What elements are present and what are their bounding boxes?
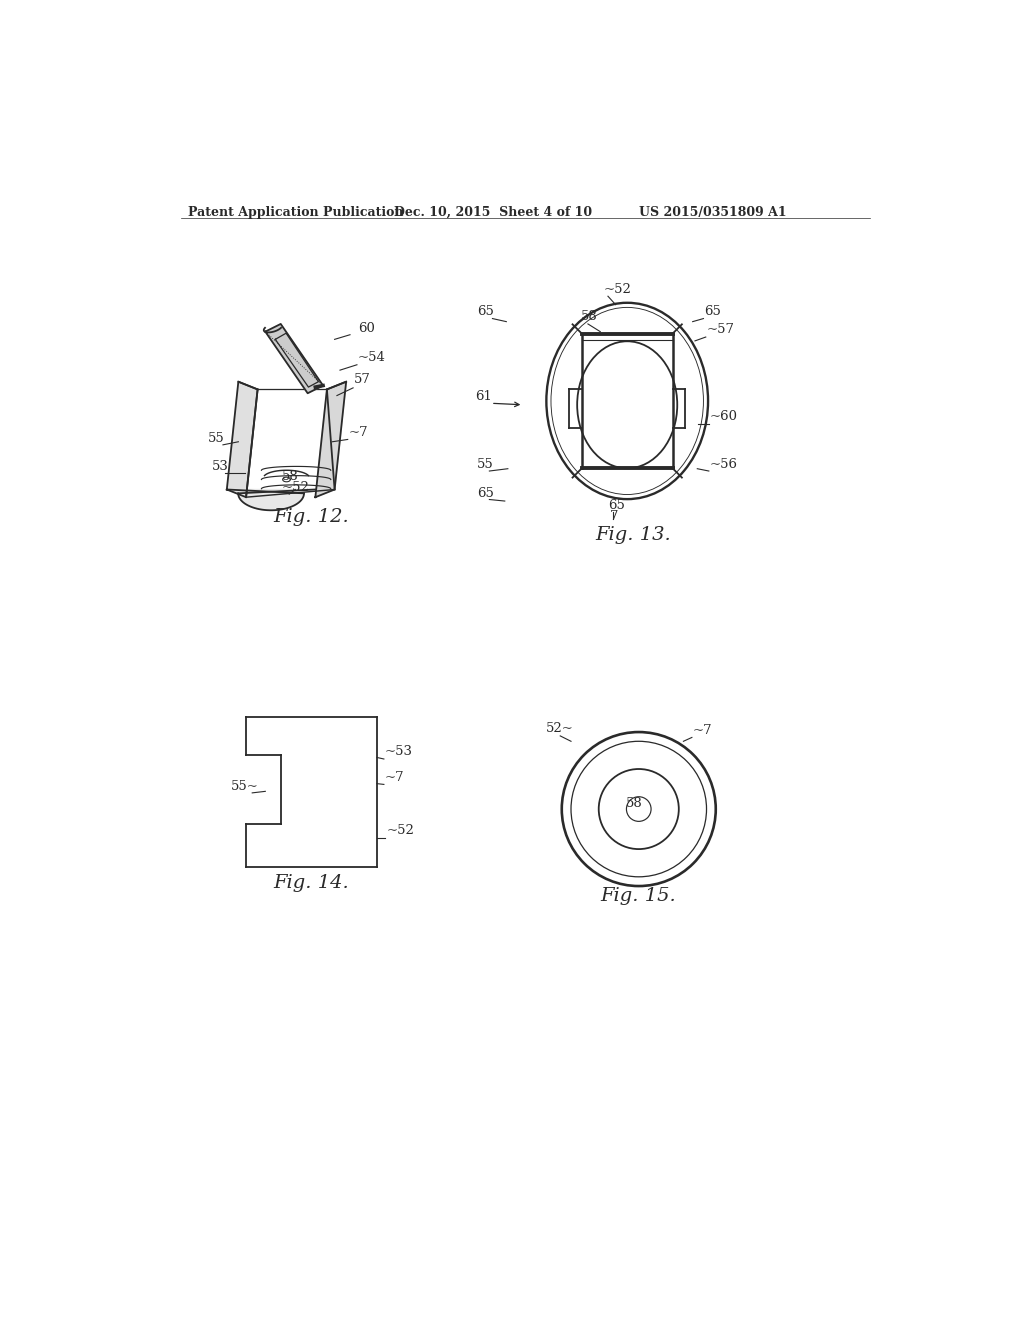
Text: ~54: ~54 <box>357 351 386 364</box>
Text: ~52: ~52 <box>386 825 414 837</box>
Text: 52~: 52~ <box>547 722 574 735</box>
Text: 58: 58 <box>581 310 598 323</box>
Text: 61: 61 <box>475 391 493 403</box>
Text: Fig. 15.: Fig. 15. <box>600 887 676 906</box>
Text: ~52: ~52 <box>603 284 631 296</box>
Text: 55: 55 <box>477 458 494 471</box>
Text: ~53: ~53 <box>385 746 413 758</box>
Text: 55: 55 <box>208 432 224 445</box>
Text: 65: 65 <box>477 487 494 500</box>
Text: Fig. 13.: Fig. 13. <box>595 527 671 544</box>
Text: 55~: 55~ <box>230 780 258 793</box>
Text: 7: 7 <box>610 511 618 523</box>
Text: ~7: ~7 <box>692 725 713 738</box>
Text: ~52: ~52 <box>282 480 309 494</box>
Text: Patent Application Publication: Patent Application Publication <box>188 206 403 219</box>
Text: ~7: ~7 <box>348 425 368 438</box>
Text: Fig. 14.: Fig. 14. <box>273 874 349 892</box>
Text: Dec. 10, 2015  Sheet 4 of 10: Dec. 10, 2015 Sheet 4 of 10 <box>394 206 592 219</box>
Text: 57: 57 <box>354 374 371 387</box>
Text: 58: 58 <box>283 470 299 483</box>
Text: ~57: ~57 <box>707 323 734 337</box>
Text: 60: 60 <box>357 322 375 335</box>
Text: US 2015/0351809 A1: US 2015/0351809 A1 <box>639 206 786 219</box>
Text: 65: 65 <box>608 499 625 512</box>
Polygon shape <box>315 381 346 498</box>
Polygon shape <box>226 381 258 498</box>
Text: 65: 65 <box>477 305 494 318</box>
Polygon shape <box>226 490 315 511</box>
Text: Fig. 12.: Fig. 12. <box>273 508 349 525</box>
Text: 65: 65 <box>705 305 721 318</box>
Text: 58: 58 <box>626 797 642 809</box>
Polygon shape <box>265 323 323 393</box>
Text: ~60: ~60 <box>710 411 737 424</box>
Text: ~56: ~56 <box>710 458 737 471</box>
Text: ~7: ~7 <box>385 771 404 784</box>
Text: 53: 53 <box>211 461 228 474</box>
